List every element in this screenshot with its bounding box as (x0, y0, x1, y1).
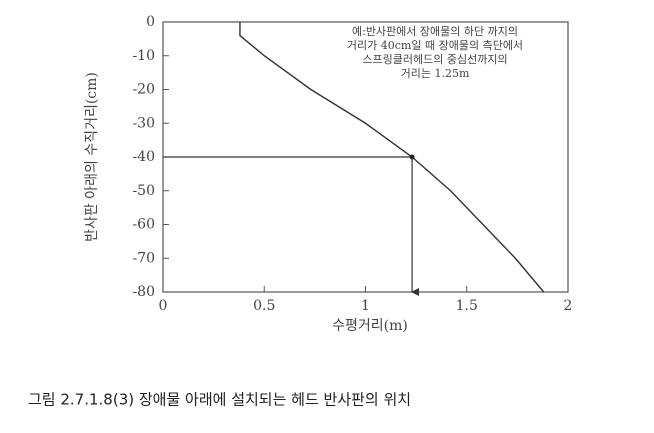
x-tick-label: 1.5 (456, 298, 478, 314)
y-tick-label: -80 (132, 284, 155, 300)
y-tick-label: -10 (132, 48, 155, 64)
y-tick-label: -60 (132, 217, 155, 233)
example-point (409, 154, 415, 160)
y-tick-label: -50 (132, 183, 155, 199)
curve (239, 22, 545, 293)
caption: 그림 2.7.1.8(3) 장애물 아래에 설치되는 헤드 반사판의 위치 (28, 391, 411, 409)
y-tick-label: -30 (132, 115, 155, 131)
y-tick-label: -70 (132, 250, 155, 266)
x-tick-label: 0.5 (253, 298, 275, 314)
y-axis-label: 반사판 아래의 수직거리(cm) (84, 72, 100, 242)
annotation: 예:반사판에서 장애물의 하단 까지의 (352, 24, 518, 38)
y-tick-label: 0 (146, 14, 155, 30)
x-axis-label: 수평거리(m) (332, 318, 408, 334)
annotation: 거리가 40cm일 때 장애물의 측단에서 (347, 38, 523, 52)
x-tick-label: 0 (159, 298, 168, 314)
annotation: 스프링클러헤드의 중심선까지의 (362, 53, 507, 66)
y-tick-label: -40 (132, 149, 155, 165)
y-tick-label: -20 (132, 82, 155, 98)
x-tick-label: 1 (361, 298, 370, 314)
annotation: 거리는 1.25m (401, 67, 470, 80)
x-tick-label: 2 (564, 298, 573, 314)
